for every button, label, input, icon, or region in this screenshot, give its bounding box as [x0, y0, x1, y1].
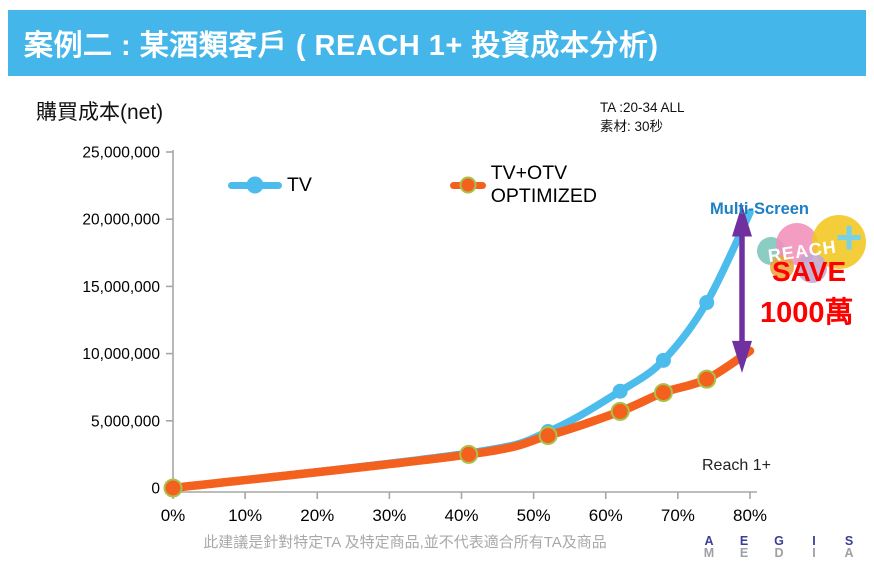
tv-data-point [655, 352, 671, 368]
save-label: SAVE [772, 256, 847, 287]
x-tick-label: 30% [372, 506, 406, 525]
axes: 25,000,000 20,000,000 15,000,000 10,000,000… [82, 145, 767, 526]
page-title: 案例二 : 某酒類客戶 ( REACH 1+ 投資成本分析) [24, 30, 659, 62]
tv-data-point [612, 383, 628, 399]
x-tick-label: 0% [161, 506, 186, 525]
reach-plus-icon: + [836, 211, 863, 263]
tv-data-point [699, 295, 715, 311]
orange-circle-icon [770, 255, 794, 279]
x-tick-label: 70% [661, 506, 695, 525]
otv-data-point [697, 369, 717, 389]
y-axis-title: 購買成本(net) [36, 101, 164, 124]
multi-screen-label: Multi-Screen [710, 200, 810, 218]
x-tick-label: 80% [733, 506, 767, 525]
x-tick-label: 40% [444, 506, 478, 525]
x-tick-label: 20% [300, 506, 334, 525]
tv-dot-icon [246, 176, 264, 194]
legend-item-tv: TV [228, 170, 312, 200]
tv-line-marker-icon [228, 176, 282, 194]
y-tick-label: 15,000,000 [82, 279, 160, 296]
x-axis-label: Reach 1+ [702, 457, 771, 474]
otv-data-point [610, 401, 630, 421]
legend-label-tv: TV [287, 173, 312, 196]
legend-item-otv: TV+OTV OPTIMIZED [450, 162, 615, 207]
x-tick-label: 60% [589, 506, 623, 525]
footer-disclaimer: 此建議是針對特定TA 及特定商品,並不代表適合所有TA及商品 [203, 534, 607, 551]
title-bar: 案例二 : 某酒類客戶 ( REACH 1+ 投資成本分析) [8, 10, 866, 76]
x-tick-label: 50% [517, 506, 551, 525]
save-amount-label: 1000萬 [760, 297, 854, 329]
yellow-circle-icon [812, 215, 866, 269]
y-tick-label: 5,000,000 [91, 413, 160, 430]
x-tick-label: 10% [228, 506, 262, 525]
y-tick-label: 10,000,000 [82, 346, 160, 363]
tv-series-line [169, 208, 754, 492]
y-tick-label: 20,000,000 [82, 212, 160, 229]
ta-annotation-line2: 素材: 30秒 [600, 119, 664, 134]
lavender-circle-icon [797, 253, 827, 283]
otv-data-point [653, 383, 673, 403]
ta-annotation: TA :20-34 ALL 素材: 30秒 [600, 98, 685, 136]
otv-dot-icon [459, 176, 477, 194]
reach-plus-logo: +REACH [757, 211, 866, 283]
ta-annotation-line1: TA :20-34 ALL [600, 100, 685, 115]
otv-data-point [538, 426, 558, 446]
y-tick-label: 0 [151, 481, 160, 498]
otv-line-marker-icon [450, 176, 486, 194]
legend-label-otv: TV+OTV OPTIMIZED [490, 162, 597, 207]
savings-arrow [732, 204, 752, 373]
y-tick-label: 25,000,000 [82, 145, 160, 162]
otv-data-point [163, 478, 183, 498]
otv-series [163, 346, 755, 498]
otv-series-line [168, 346, 755, 493]
otv-data-point [459, 444, 479, 464]
